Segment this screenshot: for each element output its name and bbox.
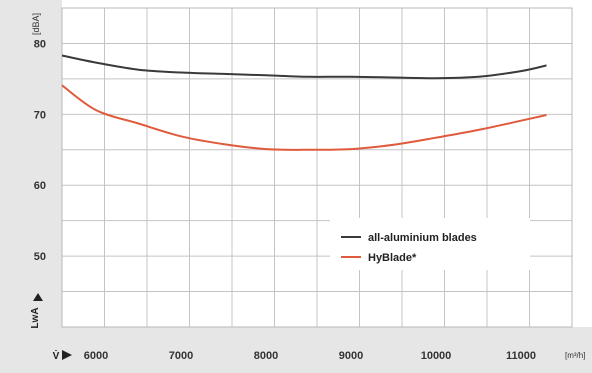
legend-box <box>330 218 530 270</box>
y-tick-label: 50 <box>34 251 46 263</box>
y-tick-label: 80 <box>34 38 46 50</box>
y-tick-labels: 50 60 70 80 <box>34 38 46 263</box>
legend: all-aluminium blades HyBlade* <box>330 218 530 270</box>
y-tick-label: 70 <box>34 109 46 121</box>
x-tick-label: 10000 <box>421 350 452 362</box>
x-tick-label: 6000 <box>84 350 108 362</box>
y-tick-label: 60 <box>34 180 46 192</box>
x-axis-arrow-icon <box>62 350 72 360</box>
left-axis-band <box>0 0 62 373</box>
series-line-0 <box>61 54 547 80</box>
legend-label-aluminium: all-aluminium blades <box>368 232 477 244</box>
bottom-axis-band <box>0 327 592 373</box>
x-axis-label: V̇ <box>53 350 60 362</box>
series-line-1 <box>61 84 547 151</box>
x-tick-label: 9000 <box>339 350 363 362</box>
y-axis-label: LwA <box>30 307 41 328</box>
legend-label-hyblade: HyBlade* <box>368 252 417 264</box>
y-axis-arrow-icon <box>33 293 43 301</box>
x-tick-label: 11000 <box>506 350 536 362</box>
y-unit-label: [dBA] <box>31 13 41 35</box>
plot-border <box>61 7 573 328</box>
x-tick-label: 8000 <box>254 350 278 362</box>
x-tick-labels: 6000 7000 8000 9000 10000 11000 <box>84 350 536 362</box>
x-tick-label: 7000 <box>169 350 193 362</box>
x-unit-label: [m³/h] <box>565 351 585 360</box>
series-lines <box>61 54 547 151</box>
